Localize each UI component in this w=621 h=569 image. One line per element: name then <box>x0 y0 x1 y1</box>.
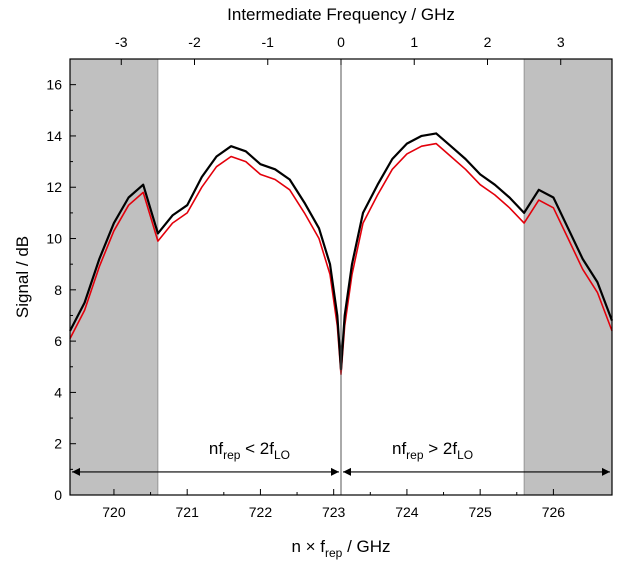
x-axis-ticks: 720 721 722 723 724 725 726 <box>102 489 565 520</box>
shaded-region-0 <box>69 58 159 496</box>
annotation-right: nfrep > 2fLO <box>392 439 473 462</box>
y-tick-label: 10 <box>46 231 62 247</box>
x-tick-label: 725 <box>468 504 492 520</box>
y-axis-title: Signal / dB <box>13 236 32 318</box>
x-axis-title: n × frep / GHz <box>291 537 390 560</box>
arrow-head <box>602 467 610 476</box>
arrow-head <box>331 467 339 476</box>
arrow-head <box>343 467 351 476</box>
x-tick-label: 721 <box>176 504 200 520</box>
x-axis-title-main: n × f <box>291 537 325 556</box>
x2-tick-label: -3 <box>115 34 128 50</box>
y-tick-label: 12 <box>46 179 62 195</box>
x2-tick-label: -2 <box>188 34 201 50</box>
y-tick-label: 0 <box>54 487 62 503</box>
x2-axis-title: Intermediate Frequency / GHz <box>227 5 455 24</box>
shaded-regions <box>69 58 613 496</box>
x-axis-title-unit: / GHz <box>342 537 390 556</box>
x-tick-label: 724 <box>395 504 419 520</box>
y-tick-label: 6 <box>54 333 62 349</box>
y-tick-label: 2 <box>54 436 62 452</box>
x2-tick-label: -1 <box>262 34 275 50</box>
y-tick-label: 8 <box>54 282 62 298</box>
annotation-left: nfrep < 2fLO <box>209 439 290 462</box>
x2-axis-ticks: -3 -2 -1 0 1 2 3 <box>115 34 565 65</box>
y-tick-label: 16 <box>46 77 62 93</box>
x-tick-label: 720 <box>102 504 126 520</box>
x-tick-label: 722 <box>249 504 273 520</box>
y-axis-ticks: 0 2 4 6 8 10 12 14 16 <box>46 58 76 503</box>
x2-tick-label: 1 <box>410 34 418 50</box>
y-tick-label: 14 <box>46 128 62 144</box>
arrow-head <box>72 467 80 476</box>
x-tick-label: 723 <box>322 504 346 520</box>
x2-tick-label: 3 <box>557 34 565 50</box>
x-tick-label: 726 <box>542 504 566 520</box>
y-tick-label: 4 <box>54 384 62 400</box>
x-axis-title-sub: rep <box>325 546 343 560</box>
x2-tick-label: 2 <box>484 34 492 50</box>
annotations: nfrep < 2fLO nfrep > 2fLO <box>72 439 610 476</box>
x2-tick-label: 0 <box>337 34 345 50</box>
shaded-region-1 <box>523 58 613 496</box>
